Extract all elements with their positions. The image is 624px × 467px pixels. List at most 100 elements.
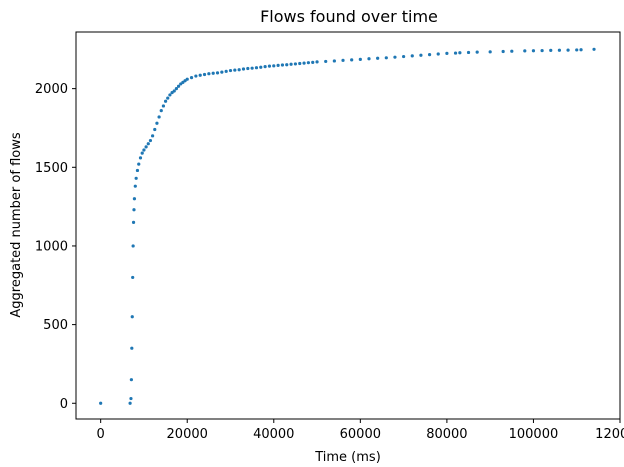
- data-point: [289, 62, 293, 66]
- data-point: [427, 53, 432, 57]
- data-point: [475, 50, 479, 54]
- y-tick-label: 1000: [35, 239, 68, 254]
- data-point: [194, 74, 198, 78]
- data-point: [436, 52, 440, 56]
- data-point: [157, 115, 161, 119]
- data-point: [134, 176, 138, 180]
- data-point: [332, 59, 336, 63]
- data-point: [384, 56, 388, 60]
- data-point: [168, 93, 172, 97]
- data-point: [185, 77, 189, 81]
- data-point: [133, 184, 137, 188]
- data-point: [198, 73, 202, 77]
- data-point: [207, 72, 211, 76]
- data-point: [172, 89, 176, 93]
- data-point: [393, 55, 397, 59]
- data-point: [293, 62, 298, 66]
- x-axis-label: Time (ms): [314, 450, 381, 465]
- data-point: [523, 49, 527, 53]
- data-point: [128, 401, 132, 405]
- data-point: [224, 69, 228, 73]
- data-point: [228, 68, 233, 73]
- data-point: [549, 48, 553, 53]
- data-point: [445, 51, 449, 55]
- y-tick-label: 500: [43, 318, 68, 333]
- data-point: [254, 66, 259, 70]
- data-point: [263, 65, 267, 69]
- data-point: [531, 49, 536, 53]
- data-point: [575, 48, 579, 52]
- data-point: [280, 63, 285, 67]
- data-point: [341, 58, 345, 62]
- data-point: [358, 57, 362, 61]
- data-point: [129, 396, 133, 401]
- y-tick-label: 2000: [35, 82, 68, 97]
- data-point: [579, 48, 583, 52]
- data-point: [202, 72, 207, 77]
- data-point: [215, 71, 220, 75]
- data-point: [367, 57, 371, 61]
- data-point: [135, 168, 140, 173]
- plot-frame: [75, 31, 621, 420]
- data-point: [250, 66, 254, 70]
- x-axis-ticks: 0 20000 40000 60000 80000 100000 120000: [97, 419, 624, 442]
- x-tick-label: 120000: [595, 427, 624, 442]
- data-point: [298, 61, 302, 66]
- data-point: [159, 109, 163, 113]
- data-point: [285, 63, 289, 67]
- data-point: [153, 127, 157, 132]
- data-point: [510, 49, 514, 53]
- data-point: [501, 49, 505, 54]
- data-point: [466, 50, 471, 55]
- y-tick-label: 0: [60, 397, 68, 412]
- data-point: [130, 346, 134, 350]
- data-point: [220, 70, 224, 74]
- data-point: [453, 51, 458, 55]
- data-point: [302, 61, 306, 65]
- data-point: [132, 197, 137, 201]
- data-point: [306, 61, 311, 65]
- data-point: [151, 134, 155, 138]
- data-point: [350, 58, 354, 62]
- data-point: [402, 54, 406, 59]
- y-axis-label: Aggregated number of flows: [9, 132, 24, 317]
- data-point: [148, 138, 153, 143]
- data-point: [566, 48, 570, 52]
- data-point: [155, 121, 159, 125]
- data-point: [99, 401, 103, 405]
- data-point: [276, 63, 280, 67]
- data-point: [140, 151, 144, 155]
- data-point: [176, 84, 181, 88]
- y-tick-label: 1500: [35, 161, 68, 176]
- data-point: [267, 64, 272, 68]
- data-point: [419, 53, 423, 57]
- data-point: [376, 56, 380, 60]
- data-point: [458, 51, 462, 55]
- data-point: [211, 71, 215, 75]
- data-point: [557, 48, 562, 52]
- data-point: [131, 275, 135, 280]
- data-point: [324, 59, 328, 64]
- data-points: [99, 47, 596, 405]
- data-point: [163, 99, 168, 103]
- data-point: [129, 378, 133, 382]
- data-point: [241, 67, 246, 71]
- x-tick-label: 40000: [253, 427, 294, 442]
- data-point: [137, 162, 141, 166]
- data-point: [410, 54, 414, 58]
- data-point: [132, 208, 136, 212]
- chart-title: Flows found over time: [260, 7, 438, 26]
- data-point: [311, 60, 315, 64]
- data-point: [259, 65, 263, 69]
- data-point: [130, 315, 134, 319]
- data-point: [233, 68, 237, 72]
- data-point: [161, 104, 166, 108]
- data-point: [131, 220, 136, 224]
- data-point: [174, 87, 179, 91]
- x-tick-label: 20000: [167, 427, 208, 442]
- data-point: [138, 156, 143, 160]
- data-point: [142, 148, 146, 152]
- data-point: [488, 50, 492, 54]
- data-point: [146, 142, 150, 146]
